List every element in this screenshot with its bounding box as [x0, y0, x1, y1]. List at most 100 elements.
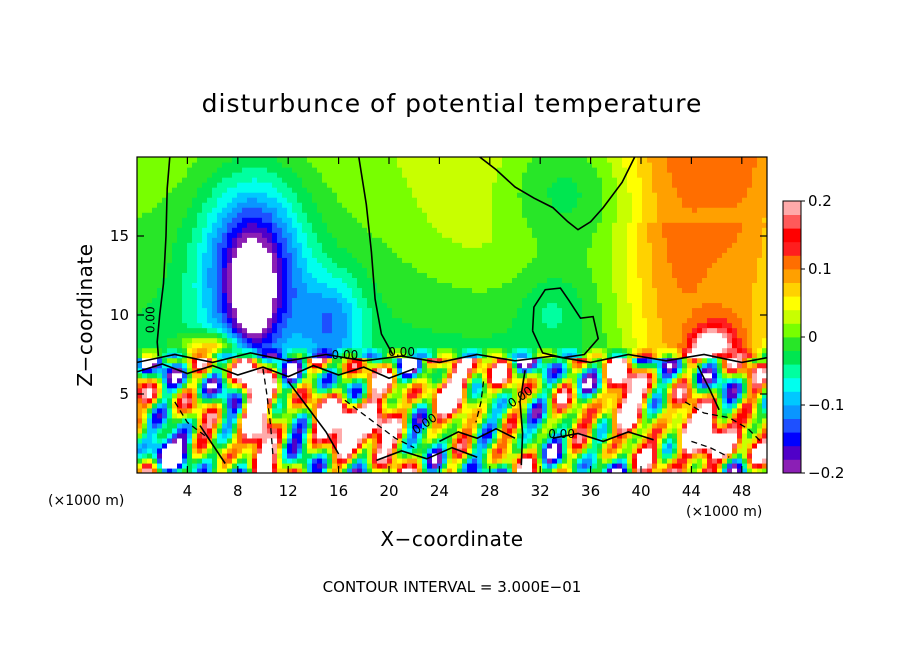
heat-cell: [357, 297, 363, 304]
heat-cell: [362, 222, 368, 228]
heat-cell: [432, 282, 438, 289]
heat-cell: [197, 427, 203, 434]
heat-cell: [232, 257, 238, 263]
heat-cell: [467, 282, 473, 289]
heat-cell: [357, 317, 363, 324]
heat-cell: [337, 287, 343, 294]
heat-cell: [237, 157, 243, 163]
heat-cell: [502, 237, 508, 243]
heat-cell: [402, 192, 408, 198]
heat-cell: [262, 402, 268, 409]
heat-cell: [282, 307, 288, 314]
heat-cell: [397, 437, 403, 444]
heat-cell: [522, 422, 528, 429]
heat-cell: [237, 372, 243, 379]
heat-cell: [147, 197, 153, 203]
heat-cell: [377, 357, 383, 364]
heat-cell: [467, 372, 473, 379]
heat-cell: [527, 362, 533, 369]
heat-cell: [392, 437, 398, 444]
heat-cell: [462, 232, 468, 238]
heat-cell: [142, 377, 148, 384]
heat-cell: [237, 367, 243, 374]
heat-cell: [187, 247, 193, 253]
heat-cell: [192, 172, 198, 178]
heat-cell: [402, 342, 408, 349]
heat-cell: [417, 227, 423, 233]
heat-cell: [492, 282, 498, 289]
heat-cell: [492, 362, 498, 369]
heat-cell: [407, 352, 413, 359]
heat-cell: [277, 392, 283, 399]
heat-cell: [467, 392, 473, 399]
heat-cell: [177, 357, 183, 364]
heat-cell: [242, 182, 248, 188]
heat-cell: [167, 217, 173, 223]
heat-cell: [237, 262, 243, 268]
heat-cell: [242, 237, 248, 243]
heat-cell: [412, 172, 418, 178]
heat-cell: [297, 232, 303, 238]
heat-cell: [427, 407, 433, 414]
heat-cell: [432, 372, 438, 379]
heat-cell: [502, 202, 508, 208]
heat-cell: [297, 357, 303, 364]
heat-cell: [457, 177, 463, 183]
heat-cell: [202, 247, 208, 253]
heat-cell: [457, 452, 463, 459]
heat-cell: [332, 407, 338, 414]
heat-cell: [367, 447, 373, 454]
heat-cell: [407, 322, 413, 329]
heat-cell: [257, 317, 263, 324]
heat-cell: [427, 467, 433, 473]
heat-cell: [147, 187, 153, 193]
heat-cell: [497, 432, 503, 439]
heat-cell: [457, 167, 463, 173]
heat-cell: [497, 452, 503, 459]
heat-cell: [142, 207, 148, 213]
heat-cell: [257, 362, 263, 369]
heat-cell: [327, 297, 333, 304]
heat-cell: [252, 277, 258, 283]
heat-cell: [157, 462, 163, 469]
heat-cell: [272, 402, 278, 409]
heat-cell: [357, 382, 363, 389]
heat-cell: [332, 252, 338, 258]
heat-cell: [292, 237, 298, 243]
heat-cell: [517, 337, 523, 344]
heat-cell: [137, 337, 143, 344]
heat-cell: [357, 182, 363, 188]
heat-cell: [442, 342, 448, 349]
heat-cell: [322, 387, 328, 394]
heat-cell: [212, 382, 218, 389]
heat-cell: [232, 447, 238, 454]
heat-cell: [192, 462, 198, 469]
heat-cell: [157, 412, 163, 419]
heat-cell: [322, 172, 328, 178]
heat-cell: [237, 387, 243, 394]
heat-cell: [372, 247, 378, 253]
heat-cell: [477, 167, 483, 173]
heat-cell: [152, 247, 158, 253]
heat-cell: [382, 362, 388, 369]
heat-cell: [352, 177, 358, 183]
heat-cell: [262, 177, 268, 183]
heat-cell: [147, 192, 153, 198]
heat-cell: [347, 417, 353, 424]
heat-cell: [462, 332, 468, 339]
heat-cell: [232, 232, 238, 238]
heat-cell: [492, 367, 498, 374]
heat-cell: [192, 397, 198, 404]
heat-cell: [342, 212, 348, 218]
heat-cell: [227, 407, 233, 414]
heat-cell: [462, 172, 468, 178]
heat-cell: [392, 282, 398, 289]
heat-cell: [517, 317, 523, 324]
heat-cell: [147, 257, 153, 263]
heat-cell: [452, 402, 458, 409]
heat-cell: [472, 282, 478, 289]
heat-cell: [312, 192, 318, 198]
heat-cell: [282, 267, 288, 273]
heat-cell: [247, 197, 253, 203]
heat-cell: [337, 177, 343, 183]
